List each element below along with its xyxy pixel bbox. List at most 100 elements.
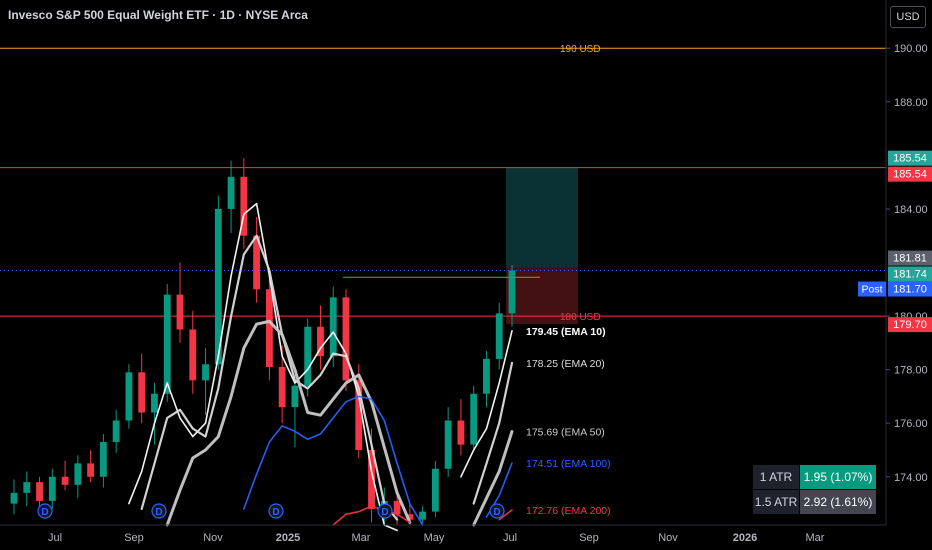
y-tick-label: 176.00 bbox=[894, 418, 928, 430]
x-tick-label: Nov bbox=[658, 532, 678, 544]
x-tick-label: May bbox=[424, 532, 445, 544]
dividend-circle bbox=[268, 503, 284, 519]
price-label-4: 181.70 bbox=[888, 281, 932, 297]
price-label-bg bbox=[888, 166, 932, 182]
x-tick-label: 2026 bbox=[733, 532, 757, 544]
candle-body bbox=[10, 492, 18, 504]
dividend-marker-3: D bbox=[377, 503, 393, 519]
chart-title: Invesco S&P 500 Equal Weight ETF · 1D · … bbox=[8, 8, 308, 22]
candle-body bbox=[48, 476, 56, 501]
candle-body bbox=[457, 420, 465, 445]
candle-body bbox=[176, 294, 184, 330]
candle-body bbox=[342, 297, 350, 381]
x-tick-label: Sep bbox=[579, 532, 599, 544]
candle-body bbox=[368, 450, 375, 509]
dividend-text: D bbox=[41, 507, 48, 518]
candle-body bbox=[355, 380, 363, 450]
price-label-2: 181.81 bbox=[888, 250, 932, 266]
price-label-bg bbox=[888, 317, 932, 333]
x-tick-label: Mar bbox=[352, 532, 371, 544]
dividend-circle bbox=[151, 503, 167, 519]
y-tick-label: 178.00 bbox=[894, 365, 928, 377]
price-label-bg bbox=[888, 281, 932, 297]
atr-value-2: 2.92 (1.61%) bbox=[799, 489, 877, 515]
dividend-circle bbox=[489, 503, 505, 519]
candle-body bbox=[483, 358, 490, 394]
price-label-text: 185.54 bbox=[893, 169, 927, 181]
post-tag-text: Post bbox=[861, 284, 882, 296]
candle-body bbox=[61, 476, 69, 485]
candle-body bbox=[138, 372, 146, 413]
candle-body bbox=[495, 313, 503, 359]
price-label-bg bbox=[888, 266, 932, 282]
candle-body bbox=[87, 463, 95, 477]
candle-body bbox=[265, 289, 273, 367]
post-tag: Post bbox=[858, 281, 886, 297]
candle-body bbox=[125, 372, 133, 421]
post-tag-bg bbox=[858, 281, 886, 297]
price-label-bg bbox=[888, 150, 932, 166]
dividend-marker-4: D bbox=[489, 503, 505, 519]
candle-body bbox=[329, 297, 337, 357]
dividend-text: D bbox=[493, 507, 500, 518]
ema-label-4: 172.76 (EMA 200) bbox=[526, 505, 611, 517]
x-tick-label: Nov bbox=[203, 532, 223, 544]
candle-body bbox=[508, 270, 516, 314]
dividend-circle bbox=[37, 503, 53, 519]
ema-label-1: 178.25 (EMA 20) bbox=[526, 358, 605, 370]
dividend-text: D bbox=[272, 507, 279, 518]
price-label-text: 181.74 bbox=[893, 268, 927, 280]
x-tick-label: Jul bbox=[48, 532, 62, 544]
price-label-text: 181.70 bbox=[893, 284, 927, 296]
price-label-1: 185.54 bbox=[888, 166, 932, 182]
atr-row-1: 1 ATR 1.95 (1.07%) bbox=[752, 464, 877, 490]
ema-label-0: 179.45 (EMA 10) bbox=[526, 326, 606, 338]
atr-row-2: 1.5 ATR 2.92 (1.61%) bbox=[752, 489, 877, 515]
x-tick-label: Mar bbox=[806, 532, 825, 544]
candle-body bbox=[419, 511, 427, 520]
candle-body bbox=[393, 500, 401, 515]
candle-body bbox=[317, 326, 324, 357]
candle-body bbox=[112, 420, 120, 442]
candle-body bbox=[36, 482, 43, 501]
candle-body bbox=[444, 420, 452, 469]
atr-label-2: 1.5 ATR bbox=[752, 489, 800, 515]
candle-body bbox=[227, 176, 235, 209]
atr-table: 1 ATR 1.95 (1.07%) 1.5 ATR 2.92 (1.61%) bbox=[752, 464, 877, 515]
price-label-5: 179.70 bbox=[888, 317, 932, 333]
candle-body bbox=[99, 441, 107, 477]
ema-line-2 bbox=[165, 319, 514, 527]
dividend-marker-2: D bbox=[268, 503, 284, 519]
level-label-2: 180 USD bbox=[560, 312, 601, 323]
y-tick-label: 174.00 bbox=[894, 472, 928, 484]
candle-body bbox=[74, 463, 82, 485]
price-label-text: 179.70 bbox=[893, 319, 927, 331]
dividend-marker-1: D bbox=[151, 503, 167, 519]
candle-body bbox=[278, 366, 286, 408]
level-label-0: 190 USD bbox=[560, 44, 601, 55]
y-tick-label: 184.00 bbox=[894, 204, 928, 216]
atr-label-1: 1 ATR bbox=[752, 464, 800, 490]
ema-line-4 bbox=[332, 505, 513, 526]
price-label-text: 181.81 bbox=[893, 253, 927, 265]
candle-body bbox=[240, 176, 248, 236]
currency-button[interactable]: USD bbox=[890, 6, 926, 28]
x-tick-label: 2025 bbox=[276, 532, 300, 544]
candle-body bbox=[202, 364, 209, 381]
candle-body bbox=[23, 482, 31, 493]
candle-body bbox=[470, 393, 478, 445]
atr-value-1: 1.95 (1.07%) bbox=[799, 464, 877, 490]
price-label-text: 185.54 bbox=[893, 153, 927, 165]
candle-body bbox=[253, 235, 261, 290]
price-label-bg bbox=[888, 250, 932, 266]
x-tick-label: Jul bbox=[503, 532, 517, 544]
candle-body bbox=[214, 208, 222, 365]
y-tick-label: 188.00 bbox=[894, 97, 928, 109]
target-zone bbox=[506, 167, 578, 268]
y-tick-label: 190.00 bbox=[894, 43, 928, 55]
dividend-marker-0: D bbox=[37, 503, 53, 519]
price-label-0: 185.54 bbox=[888, 150, 932, 166]
candle-body bbox=[291, 385, 299, 408]
